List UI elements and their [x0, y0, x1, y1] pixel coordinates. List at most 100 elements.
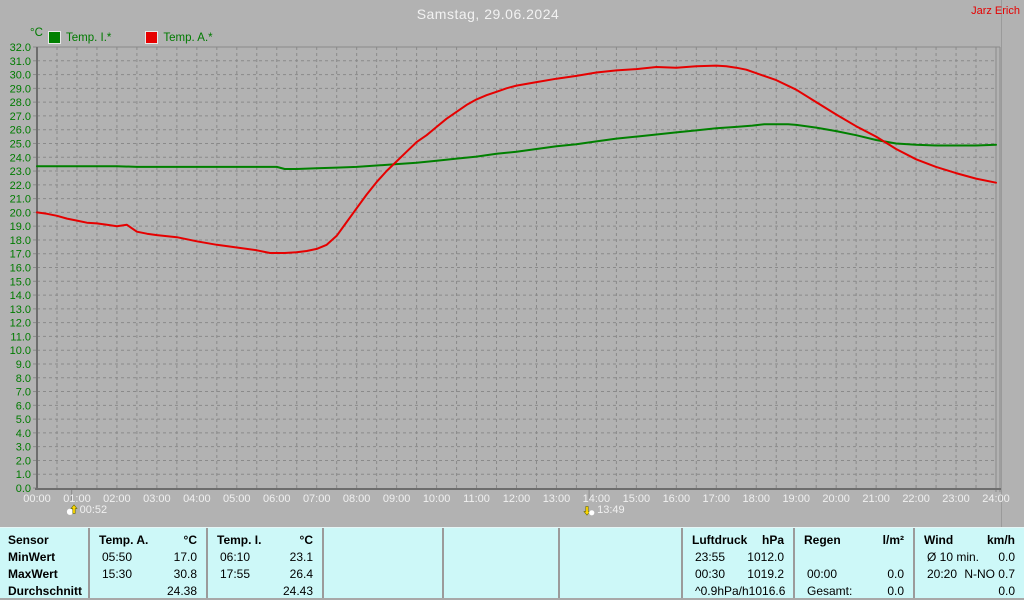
stat-row [324, 583, 442, 600]
stat-row: 20:20 N-NO 0.7 [915, 566, 1024, 583]
moonrise-marker: 00:52 [65, 504, 108, 516]
x-tick-label: 18:00 [742, 493, 770, 505]
legend-item-temp-a: Temp. A.* [145, 31, 213, 44]
x-tick-label: 12:00 [503, 493, 531, 505]
x-tick-label: 23:00 [942, 493, 970, 505]
author-name: Jarz Erich [971, 5, 1020, 17]
stats-row-labels: Sensor MinWert MaxWert Durchschnitt [0, 528, 88, 598]
stat-row: 24.43 [208, 583, 322, 600]
column-unit: °C [183, 533, 197, 547]
stat-value: 0.0 [887, 567, 904, 581]
column-header-row: Luftdruck hPa [683, 530, 793, 549]
column-title: Temp. A. [99, 533, 149, 547]
column-unit: km/h [986, 533, 1015, 547]
stat-row: Gesamt: 0.0 [795, 583, 913, 600]
y-tick-label: 14.0 [10, 290, 31, 302]
column-title: Temp. I. [217, 533, 262, 547]
moonset-icon [583, 506, 595, 516]
y-tick-label: 22.0 [10, 180, 31, 192]
stats-column-regen: Regen l/m² 00:00 0.0 Gesamt: 0.0 [793, 528, 913, 598]
stat-row [560, 566, 681, 583]
stat-time: 06:10 [220, 550, 251, 564]
stat-row [560, 549, 681, 566]
stat-time: ^0.9hPa/h [695, 584, 749, 598]
column-header-row: Regen l/m² [795, 530, 913, 549]
vertical-gridlines [56, 47, 977, 488]
legend: Temp. I.* Temp. A.* [48, 31, 247, 44]
stat-time: Ø 10 min. [927, 550, 980, 564]
moonset-marker: 13:49 [583, 504, 625, 516]
y-tick-label: 5.0 [16, 414, 31, 426]
column-title: Wind [924, 533, 954, 547]
stat-value: 1012.0 [747, 550, 784, 564]
stats-column-wind: Wind km/h Ø 10 min. 0.0 20:20 N-NO 0.7 0.0 [913, 528, 1024, 598]
column-header-row: Temp. A. °C [90, 530, 206, 549]
statistics-table: Sensor MinWert MaxWert Durchschnitt Temp… [0, 527, 1024, 600]
x-tick-label: 08:00 [343, 493, 371, 505]
column-title: Regen [804, 533, 841, 547]
row-label-sensor: Sensor [8, 533, 49, 547]
y-tick-label: 7.0 [16, 387, 31, 399]
stat-time: Gesamt: [807, 584, 853, 598]
y-tick-label: 8.0 [16, 373, 31, 385]
stat-time: 15:30 [102, 567, 133, 581]
row-label-durchschnitt: Durchschnitt [8, 584, 83, 598]
stat-row: 23:55 1012.0 [683, 549, 793, 566]
stat-time: 05:50 [102, 550, 133, 564]
row-label-maxwert: MaxWert [8, 567, 58, 581]
stat-row: 06:10 23.1 [208, 549, 322, 566]
stat-row [324, 566, 442, 583]
stats-column-empty [442, 528, 558, 598]
stat-value: 1016.6 [748, 584, 786, 598]
moonrise-time: 00:52 [79, 504, 108, 516]
y-tick-label: 25.0 [10, 138, 31, 150]
stat-value: 24.43 [282, 584, 313, 598]
column-header-row [324, 530, 442, 549]
x-tick-label: 21:00 [862, 493, 890, 505]
x-tick-label: 03:00 [143, 493, 171, 505]
stat-time: 17:55 [220, 567, 251, 581]
column-header-row: Wind km/h [915, 530, 1024, 549]
stat-value: 0.0 [887, 584, 904, 598]
stat-value: 17.0 [173, 550, 197, 564]
stat-value: 0.0 [998, 550, 1015, 564]
legend-item-temp-i: Temp. I.* [48, 31, 111, 44]
x-tick-label: 13:00 [543, 493, 571, 505]
stat-row [444, 583, 558, 600]
stat-row: 15:30 30.8 [90, 566, 206, 583]
stats-column-luftdruck: Luftdruck hPa 23:55 1012.0 00:30 1019.2 ^0.9hP… [681, 528, 793, 598]
stat-row: 00:30 1019.2 [683, 566, 793, 583]
stat-value: 0.0 [998, 584, 1015, 598]
y-tick-label: 31.0 [10, 56, 31, 68]
row-label-minwert: MinWert [8, 550, 56, 564]
legend-label: Temp. A.* [163, 31, 213, 44]
y-tick-label: 19.0 [10, 221, 31, 233]
stats-column-temp-a: Temp. A. °C 05:50 17.0 15:30 30.8 24.38 [88, 528, 206, 598]
stats-column-empty [558, 528, 681, 598]
y-tick-label: 15.0 [10, 276, 31, 288]
y-tick-label: 6.0 [16, 400, 31, 412]
x-tick-label: 09:00 [383, 493, 411, 505]
x-tick-label: 07:00 [303, 493, 331, 505]
stat-value: 30.8 [173, 567, 197, 581]
stats-column-temp-i: Temp. I. °C 06:10 23.1 17:55 26.4 24.43 [206, 528, 322, 598]
x-tick-label: 17:00 [703, 493, 731, 505]
x-tick-label: 04:00 [183, 493, 211, 505]
y-tick-label: 11.0 [10, 331, 31, 343]
plot-frame [35, 0, 1002, 527]
temp-a-curve [36, 64, 997, 254]
x-tick-label: 20:00 [822, 493, 850, 505]
stat-row [324, 549, 442, 566]
stat-row [560, 583, 681, 600]
y-tick-label: 10.0 [10, 345, 31, 357]
x-tick-label: 19:00 [782, 493, 810, 505]
stat-value: 1019.2 [747, 567, 784, 581]
x-tick-label: 24:00 [982, 493, 1010, 505]
y-axis-unit: °C [30, 27, 43, 39]
y-tick-label: 18.0 [10, 235, 31, 247]
y-tick-label: 12.0 [10, 318, 31, 330]
stat-row: 00:00 0.0 [795, 566, 913, 583]
column-unit: hPa [761, 533, 784, 547]
y-tick-label: 1.0 [16, 469, 31, 481]
